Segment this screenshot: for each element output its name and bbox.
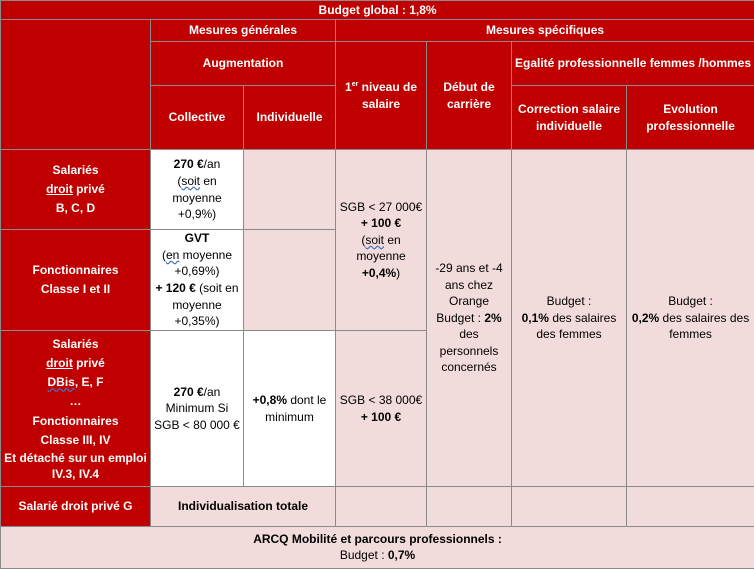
debut-carriere-header: Début de carrière	[427, 42, 512, 150]
arcq-footer: ARCQ Mobilité et parcours professionnels…	[1, 527, 754, 569]
correction-header: Correction salaire individuelle	[512, 86, 627, 150]
collective-fonctionnaires-1-2: GVT(en moyenne +0,69%)+ 120 € (soit en m…	[151, 230, 244, 331]
evolution-cell: Budget : 0,2% des salaires des femmes	[627, 150, 754, 487]
empty-evolution-g	[627, 487, 754, 527]
collective-salaries-fonctionnaires-3-4: 270 €/an Minimum Si SGB < 80 000 €	[151, 331, 244, 487]
collective-salaries-bcd: 270 €/an(soit en moyenne +0,9%)	[151, 150, 244, 230]
niveau-salaire-b: SGB < 38 000€+ 100 €	[336, 331, 427, 487]
mesures-specifiques-header: Mesures spécifiques	[336, 20, 754, 42]
row-label-salaries-fonctionnaires-3-4: Salariés droit privé DBis, E, F … Foncti…	[1, 331, 151, 487]
niveau-salaire-a: SGB < 27 000€+ 100 €(soit en moyenne +0,…	[336, 150, 427, 331]
row-label-salarie-g: Salarié droit privé G	[1, 487, 151, 527]
individualisation-totale-cell: Individualisation totale	[151, 487, 336, 527]
empty-niveau-g	[336, 487, 427, 527]
individuelle-salaries-bcd	[244, 150, 336, 230]
debut-carriere-cell: -29 ans et -4 ans chez Orange Budget : 2…	[427, 150, 512, 487]
mesures-generales-header: Mesures générales	[151, 20, 336, 42]
evolution-header: Evolution professionnelle	[627, 86, 754, 150]
corner-cell	[1, 20, 151, 150]
collective-header: Collective	[151, 86, 244, 150]
budget-global-header: Budget global : 1,8%	[1, 1, 754, 20]
correction-cell: Budget : 0,1% des salaires des femmes	[512, 150, 627, 487]
individuelle-header: Individuelle	[244, 86, 336, 150]
individuelle-salaries-fonctionnaires-3-4: +0,8% dont le minimum	[244, 331, 336, 487]
individuelle-fonctionnaires-1-2	[244, 230, 336, 331]
empty-correction-g	[512, 487, 627, 527]
row-label-salaries-bcd: Salariés droit privé B, C, D	[1, 150, 151, 230]
augmentation-header: Augmentation	[151, 42, 336, 86]
empty-debut-g	[427, 487, 512, 527]
niveau-salaire-header: 1er niveau de salaire	[336, 42, 427, 150]
egalite-header: Egalité professionnelle femmes /hommes	[512, 42, 754, 86]
